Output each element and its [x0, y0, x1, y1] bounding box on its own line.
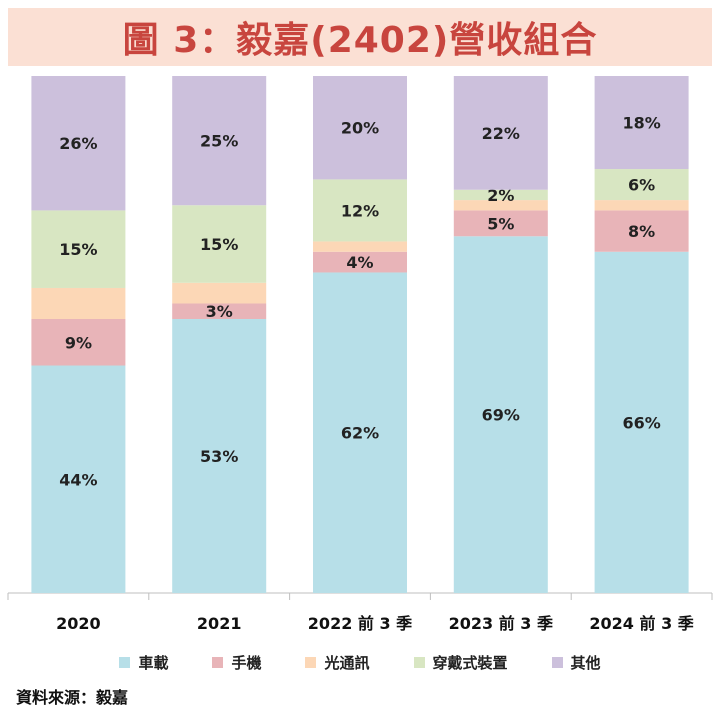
bar-segment-2-1 [313, 251, 407, 273]
data-label: 44% [59, 470, 97, 489]
legend-label: 光通訊 [324, 653, 370, 672]
chart-title: 圖 3：毅嘉(2402)營收組合 [122, 20, 598, 61]
data-label: 8% [628, 222, 655, 241]
data-label: 53% [200, 447, 238, 466]
bar-segment-3-1 [453, 210, 548, 237]
legend-label: 手機 [231, 653, 262, 672]
legend-label: 車載 [138, 653, 169, 672]
title-banner: 圖 3：毅嘉(2402)營收組合 [8, 8, 712, 66]
bar-segment-0-2 [31, 287, 126, 319]
bar-segment-1-2 [172, 282, 267, 304]
bar-segment-4-0 [594, 251, 689, 593]
bar-segment-3-4 [453, 76, 548, 190]
data-label: 3% [206, 302, 233, 321]
data-label: 62% [341, 424, 379, 443]
bar-segment-4-4 [594, 76, 689, 170]
data-label: 15% [59, 240, 97, 259]
bar-segment-1-0 [172, 318, 267, 593]
legend-item: 手機 [212, 651, 261, 673]
legend: 車載 手機 光通訊 穿戴式裝置 其他 [0, 651, 720, 673]
category-label: 2020 [56, 614, 101, 633]
data-label: 9% [65, 333, 92, 352]
bar-segment-1-3 [172, 205, 267, 283]
bar-segment-2-2 [313, 241, 407, 252]
category-label: 2023 前 3 季 [449, 614, 554, 633]
legend-item: 光通訊 [305, 651, 370, 673]
legend-swatch [119, 656, 131, 668]
bar-segment-4-1 [594, 210, 689, 252]
legend-swatch [212, 656, 224, 668]
bar-segment-3-3 [453, 189, 548, 201]
data-label: 2% [487, 186, 514, 205]
bar-segment-1-1 [172, 303, 267, 319]
data-label: 26% [59, 134, 97, 153]
legend-swatch [413, 656, 425, 668]
legend-swatch [305, 656, 317, 668]
data-label: 4% [346, 253, 373, 272]
data-label: 22% [482, 124, 520, 143]
bar-segment-2-4 [313, 76, 407, 180]
data-label: 18% [622, 114, 660, 133]
category-label: 2022 前 3 季 [308, 614, 413, 633]
category-label: 2021 [197, 614, 242, 633]
legend-item: 穿戴式裝置 [413, 651, 508, 673]
legend-item: 其他 [551, 651, 601, 673]
data-label: 20% [341, 119, 379, 138]
data-label: 5% [487, 214, 514, 233]
bar-segment-0-0 [31, 365, 126, 593]
bar-segment-0-3 [31, 210, 126, 288]
bar-segment-2-0 [313, 272, 407, 593]
data-label: 6% [628, 176, 655, 195]
legend-label: 其他 [570, 653, 601, 672]
bar-segment-2-3 [313, 179, 407, 242]
bar-segment-0-1 [31, 318, 126, 366]
bar-segment-1-4 [172, 76, 267, 206]
bar-segment-4-3 [594, 169, 689, 201]
data-label: 69% [482, 406, 520, 425]
data-label: 66% [622, 413, 660, 432]
bar-segment-3-2 [453, 200, 548, 211]
legend-label: 穿戴式裝置 [432, 653, 508, 672]
legend-item: 車載 [119, 651, 168, 673]
data-label: 25% [200, 132, 238, 151]
bar-segment-4-2 [594, 200, 689, 211]
legend-swatch [551, 656, 563, 668]
data-label: 12% [341, 201, 379, 220]
bar-segment-3-0 [453, 236, 548, 593]
source-note: 資料來源：毅嘉 [16, 688, 129, 707]
category-label: 2024 前 3 季 [589, 614, 694, 633]
data-label: 15% [200, 235, 238, 254]
bar-segment-0-4 [31, 76, 126, 211]
